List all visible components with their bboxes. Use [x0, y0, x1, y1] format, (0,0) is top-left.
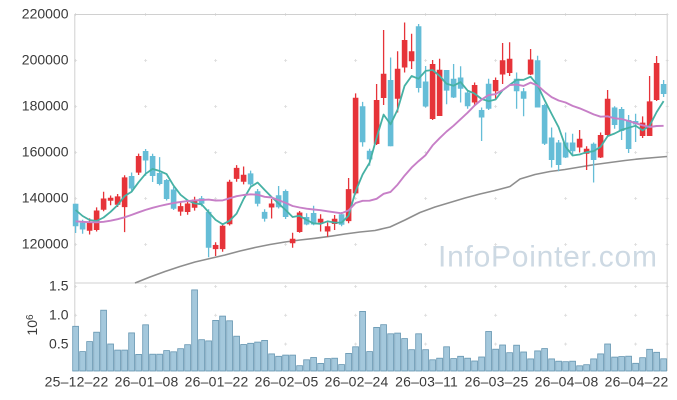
svg-text:26–02–05: 26–02–05: [255, 373, 319, 389]
svg-text:26–03–25: 26–03–25: [465, 373, 529, 389]
svg-text:25–12–22: 25–12–22: [45, 373, 109, 389]
svg-text:26–04–08: 26–04–08: [535, 373, 599, 389]
svg-text:160000: 160000: [22, 144, 69, 160]
svg-text:26–04–22: 26–04–22: [605, 373, 669, 389]
svg-text:200000: 200000: [22, 52, 69, 68]
svg-text:InfoPointer.com: InfoPointer.com: [438, 241, 658, 274]
svg-text:26–01–22: 26–01–22: [185, 373, 249, 389]
svg-text:1.5: 1.5: [49, 278, 69, 294]
svg-text:26–01–08: 26–01–08: [115, 373, 179, 389]
svg-text:120000: 120000: [22, 236, 69, 252]
svg-text:180000: 180000: [22, 98, 69, 114]
svg-text:1.0: 1.0: [49, 307, 69, 323]
svg-text:26–02–24: 26–02–24: [325, 373, 389, 389]
svg-text:140000: 140000: [22, 190, 69, 206]
svg-text:0.5: 0.5: [49, 335, 69, 351]
svg-text:220000: 220000: [22, 6, 69, 22]
svg-text:26–03–11: 26–03–11: [395, 373, 458, 389]
